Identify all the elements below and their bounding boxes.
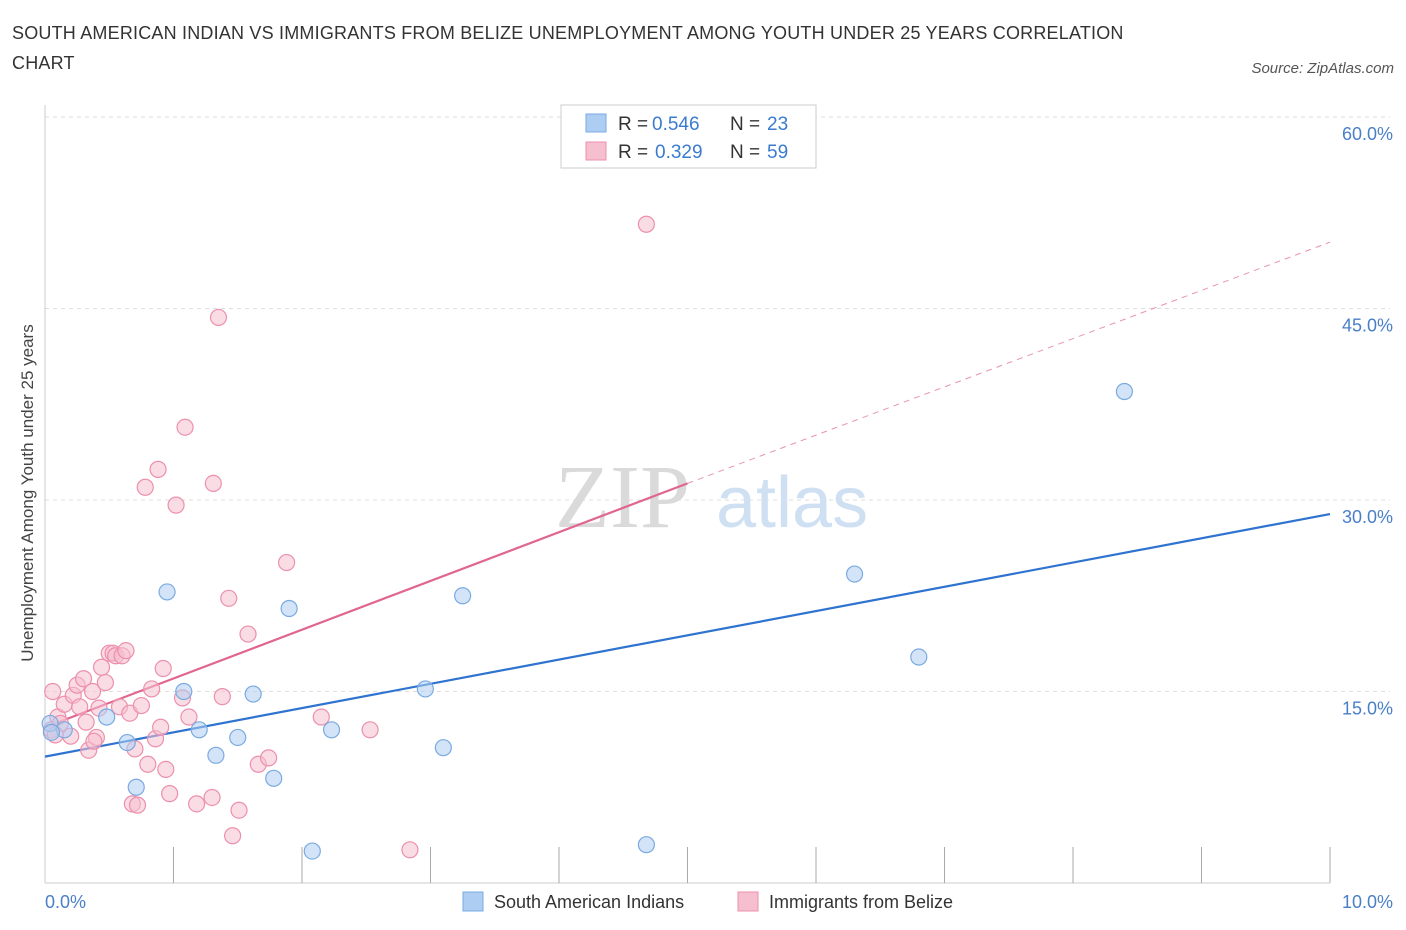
data-point-blue — [322, 721, 341, 739]
trend-line-extension-pink — [687, 241, 1331, 484]
data-point-pink — [44, 682, 62, 701]
data-point-blue — [118, 733, 136, 752]
legend-swatch-pink — [737, 891, 759, 912]
data-point-blue — [454, 587, 472, 605]
x-tick-labels: 0.0% 10.0% — [45, 892, 1393, 912]
data-point-pink — [83, 682, 102, 701]
data-point-blue — [42, 723, 61, 741]
data-point-pink — [74, 670, 93, 688]
data-point-blue — [158, 583, 176, 601]
y-tick-label: 45.0% — [1342, 316, 1393, 336]
data-point-blue — [910, 648, 928, 666]
data-point-pink — [312, 708, 330, 726]
data-point-pink — [180, 708, 198, 726]
y-axis-label: Unemployment Among Youth under 25 years — [18, 324, 37, 661]
series-legend: South American Indians Immigrants from B… — [462, 891, 953, 912]
source-label: Source: ZipAtlas.com — [1251, 60, 1394, 77]
stats-swatch-blue — [585, 113, 607, 133]
watermark-atlas: atlas — [716, 463, 868, 543]
data-point-pink — [85, 732, 103, 750]
data-point-pink — [157, 760, 175, 778]
data-point-pink — [401, 841, 419, 859]
data-point-pink — [361, 721, 379, 739]
data-point-blue — [416, 680, 434, 698]
y-tick-labels: 15.0% 30.0% 45.0% 60.0% — [1342, 124, 1393, 719]
data-point-blue — [244, 685, 262, 703]
data-point-pink — [239, 625, 257, 643]
gridlines — [45, 116, 1390, 692]
data-point-pink — [224, 827, 242, 845]
data-point-pink — [188, 795, 206, 813]
data-point-pink — [209, 308, 228, 327]
trend-line-blue — [44, 512, 1331, 758]
data-point-pink — [92, 658, 111, 676]
data-point-blue — [229, 728, 247, 747]
data-point-blue — [207, 746, 225, 764]
data-point-pink — [143, 680, 161, 698]
y-tick-label: 60.0% — [1342, 124, 1393, 144]
data-point-pink — [259, 749, 278, 767]
axes — [44, 105, 1331, 884]
data-point-pink — [128, 796, 147, 814]
data-point-pink — [277, 553, 296, 572]
legend-swatch-blue — [462, 891, 484, 912]
stats-n-label: N = — [730, 142, 760, 163]
chart-title: SOUTH AMERICAN INDIAN VS IMMIGRANTS FROM… — [12, 23, 1124, 73]
data-point-blue — [845, 565, 864, 583]
data-point-pink — [167, 496, 185, 514]
data-point-pink — [161, 785, 179, 803]
data-point-pink — [132, 696, 150, 715]
legend-label: South American Indians — [494, 892, 684, 912]
stats-r-value: 0.329 — [655, 142, 703, 163]
data-point-blue — [637, 836, 655, 854]
data-point-pink — [152, 718, 170, 736]
data-point-pink — [154, 659, 172, 678]
data-point-pink — [637, 215, 655, 233]
stats-r-value: 0.546 — [652, 114, 700, 135]
stats-n-value: 59 — [767, 142, 788, 163]
stats-r-label: R = — [618, 114, 648, 135]
y-tick-label: 15.0% — [1342, 699, 1393, 719]
data-point-blue — [190, 721, 208, 739]
stats-legend: R = 0.546 N = 23 R = 0.329 N = 59 — [560, 104, 817, 169]
x-tick-label: 10.0% — [1342, 892, 1393, 912]
data-point-pink — [136, 478, 154, 496]
legend-label: Immigrants from Belize — [769, 892, 953, 912]
stats-r-label: R = — [618, 142, 648, 163]
data-point-pink — [230, 801, 248, 819]
data-point-pink — [213, 688, 231, 706]
data-point-pink — [220, 589, 238, 607]
data-point-pink — [77, 713, 95, 731]
data-point-blue — [98, 708, 116, 726]
x-tick-label: 0.0% — [45, 892, 86, 912]
data-point-pink — [139, 755, 157, 773]
data-point-blue — [175, 682, 193, 701]
stats-n-value: 23 — [767, 114, 788, 135]
data-point-pink — [204, 474, 222, 493]
data-point-pink — [96, 673, 114, 692]
y-tick-label: 30.0% — [1342, 507, 1393, 527]
data-point-blue — [303, 842, 321, 860]
stats-n-label: N = — [730, 114, 760, 135]
data-point-blue — [127, 778, 145, 796]
data-point-pink — [71, 698, 89, 716]
data-point-pink — [117, 642, 135, 660]
data-point-blue — [265, 769, 283, 787]
stats-swatch-pink — [585, 141, 607, 161]
data-point-pink — [149, 460, 167, 478]
data-point-blue — [280, 599, 298, 618]
data-point-blue — [434, 739, 452, 757]
watermark-zip: ZIP — [555, 448, 690, 547]
data-point-pink — [203, 788, 221, 807]
series-south-american-indians — [41, 382, 1134, 860]
trend-line-pink — [44, 482, 688, 729]
data-point-blue — [1115, 382, 1134, 401]
data-point-pink — [176, 418, 194, 436]
